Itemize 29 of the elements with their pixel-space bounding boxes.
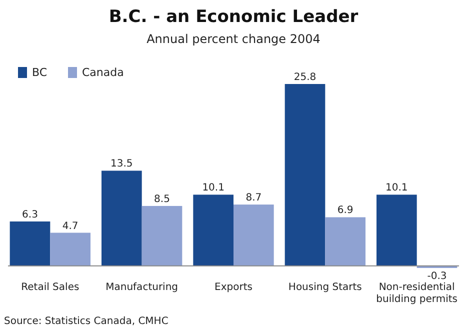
- data-label: 6.3: [22, 209, 38, 220]
- source-note: Source: Statistics Canada, CMHC: [4, 316, 168, 327]
- data-label: 10.1: [386, 182, 408, 194]
- data-label: 13.5: [110, 158, 133, 170]
- bar: [325, 217, 366, 266]
- bar: [376, 194, 417, 266]
- legend-label: Canada: [82, 66, 124, 79]
- x-tick-label: Exports: [214, 282, 252, 293]
- data-label: 10.1: [202, 182, 224, 194]
- bar: [284, 84, 326, 266]
- chart-subtitle: Annual percent change 2004: [146, 32, 320, 46]
- legend-label: BC: [32, 66, 48, 79]
- x-tick-label: Housing Starts: [288, 282, 362, 293]
- x-tick-label: Retail Sales: [21, 282, 80, 293]
- x-tick-label: Manufacturing: [106, 282, 178, 293]
- data-label: 25.8: [294, 72, 316, 83]
- bar: [142, 206, 182, 266]
- x-tick-label: Non-residential building permits: [376, 282, 458, 305]
- bar: [102, 170, 142, 266]
- data-label: -0.3: [427, 271, 447, 282]
- data-label: 8.7: [246, 192, 262, 204]
- bar: [10, 221, 50, 266]
- bar: [234, 204, 274, 266]
- chart-title: B.C. - an Economic Leader: [108, 7, 359, 27]
- bar: [50, 232, 90, 266]
- data-label: 6.9: [337, 205, 354, 216]
- data-label: 4.7: [62, 220, 78, 232]
- data-label: 8.5: [154, 194, 170, 205]
- bar: [193, 194, 234, 266]
